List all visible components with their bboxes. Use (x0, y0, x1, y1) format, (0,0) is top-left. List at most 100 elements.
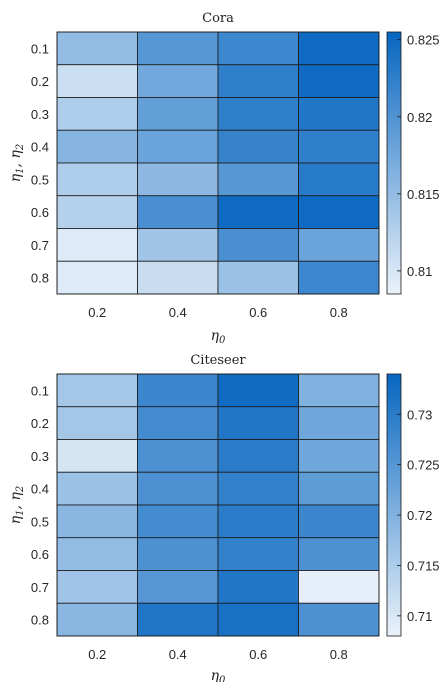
citeseer-heatmap-cell (56, 602, 138, 637)
cora-heatmap-cell (298, 195, 380, 229)
citeseer-y-tick-label: 0.6 (31, 547, 49, 562)
citeseer-heatmap-cell (217, 439, 299, 473)
citeseer-heatmap-cell (56, 504, 138, 539)
citeseer-heatmap-cell (137, 537, 219, 571)
citeseer-heatmap-cell (298, 439, 380, 473)
cora-heatmap-cell (56, 228, 138, 262)
citeseer-heatmap-cell (217, 602, 299, 637)
cora-heatmap-cell (56, 162, 138, 197)
cora-colorbar (386, 31, 402, 295)
citeseer-heatmap-cell (298, 504, 380, 539)
cora-heatmap-cell (137, 31, 219, 66)
citeseer-heatmap-cell (217, 471, 299, 506)
citeseer-colorbar (386, 373, 402, 637)
citeseer-x-tick-label: 0.8 (330, 647, 348, 662)
cora-heatmap-cell (217, 31, 299, 66)
cora-heatmap-cell (56, 64, 138, 98)
cora-y-tick-label: 0.4 (31, 140, 49, 155)
citeseer-x-tick-label: 0.6 (249, 647, 267, 662)
cora-heatmap-cell (137, 228, 219, 262)
cora-heatmap-cell (56, 97, 138, 131)
cora-chart-title: Cora (202, 11, 234, 26)
citeseer-plot-frame (56, 373, 380, 637)
citeseer-heatmap-cell (137, 570, 219, 604)
citeseer-x-tick-label: 0.4 (169, 647, 187, 662)
cora-plot-frame (56, 31, 380, 295)
cora-heatmap-cell (217, 129, 299, 164)
citeseer-y-tick-label: 0.5 (31, 514, 49, 529)
citeseer-colorbar-tick-label: 0.715 (407, 558, 440, 573)
cora-heatmap-cell (298, 228, 380, 262)
citeseer-y-tick-label: 0.4 (31, 482, 49, 497)
citeseer-heatmap-cell (217, 570, 299, 604)
citeseer-heatmap-cell (217, 537, 299, 571)
cora-heatmap-cell (217, 64, 299, 98)
cora-colorbar-tick-label: 0.825 (407, 33, 440, 48)
cora-colorbar-tick-label: 0.82 (407, 110, 432, 125)
cora-y-tick-label: 0.6 (31, 205, 49, 220)
cora-heatmap-cell (56, 129, 138, 164)
citeseer-heatmap-cell (137, 504, 219, 539)
cora-heatmap-cell (298, 31, 380, 66)
cora-heatmap-cell (298, 129, 380, 164)
citeseer-heatmap-cell (298, 373, 380, 408)
cora-y-tick-label: 0.1 (31, 41, 49, 56)
citeseer-heatmap-cell (137, 471, 219, 506)
cora-heatmap-cell (56, 195, 138, 229)
cora-heatmap-cell (137, 195, 219, 229)
cora-y-tick-label: 0.3 (31, 107, 49, 122)
cora-colorbar-tick-label: 0.81 (407, 264, 432, 279)
citeseer-heatmap-cell (56, 439, 138, 473)
citeseer-heatmap-cell (298, 570, 380, 604)
cora-heatmap-cell (298, 162, 380, 197)
citeseer-y-tick-label: 0.8 (31, 613, 49, 628)
citeseer-heatmap-cell (137, 602, 219, 637)
citeseer-heatmap-cell (217, 373, 299, 408)
citeseer-heatmap-cell (56, 570, 138, 604)
cora-heatmap-cell (137, 64, 219, 98)
citeseer-heatmap-cell (298, 471, 380, 506)
cora-y-tick-label: 0.8 (31, 271, 49, 286)
citeseer-heatmap-cell (298, 537, 380, 571)
citeseer-y-tick-label: 0.3 (31, 449, 49, 464)
cora-heatmap-cell (56, 260, 138, 295)
citeseer-colorbar-tick-label: 0.71 (407, 609, 432, 624)
cora-colorbar-tick-label: 0.815 (407, 187, 440, 202)
cora-x-axis-label: η0 (211, 328, 226, 346)
citeseer-colorbar-tick-label: 0.72 (407, 508, 432, 523)
cora-heatmap-cell (298, 260, 380, 295)
cora-heatmap-cell (137, 129, 219, 164)
citeseer-x-axis-label: η0 (211, 668, 226, 682)
cora-heatmap-cell (217, 97, 299, 131)
citeseer-heatmap-cell (137, 373, 219, 408)
citeseer-heatmap-cell (56, 471, 138, 506)
citeseer-colorbar-tick-label: 0.73 (407, 407, 432, 422)
cora-heatmap-cell (217, 195, 299, 229)
citeseer-heatmap-cell (217, 504, 299, 539)
citeseer-heatmap-cell (137, 439, 219, 473)
citeseer-y-tick-label: 0.7 (31, 580, 49, 595)
cora-heatmap-cell (56, 31, 138, 66)
citeseer-y-tick-label: 0.2 (31, 416, 49, 431)
citeseer-x-tick-label: 0.2 (88, 647, 106, 662)
cora-y-tick-label: 0.5 (31, 172, 49, 187)
citeseer-y-tick-label: 0.1 (31, 383, 49, 398)
cora-heatmap-cell (217, 228, 299, 262)
cora-x-tick-label: 0.8 (330, 305, 348, 320)
cora-heatmap-cell (298, 64, 380, 98)
cora-heatmap-cell (217, 260, 299, 295)
cora-x-tick-label: 0.6 (249, 305, 267, 320)
citeseer-heatmap-cell (56, 537, 138, 571)
citeseer-chart-title: Citeseer (190, 353, 246, 368)
citeseer-y-axis-label: η1, η2 (8, 486, 26, 524)
cora-y-tick-label: 0.7 (31, 238, 49, 253)
cora-heatmap-cell (217, 162, 299, 197)
citeseer-heatmap-cell (56, 373, 138, 408)
citeseer-heatmap-cell (56, 406, 138, 440)
cora-y-axis-label: η1, η2 (8, 144, 26, 182)
citeseer-colorbar-tick-label: 0.725 (407, 458, 440, 473)
citeseer-heatmap-cell (137, 406, 219, 440)
cora-heatmap-cell (137, 260, 219, 295)
cora-y-tick-label: 0.2 (31, 74, 49, 89)
